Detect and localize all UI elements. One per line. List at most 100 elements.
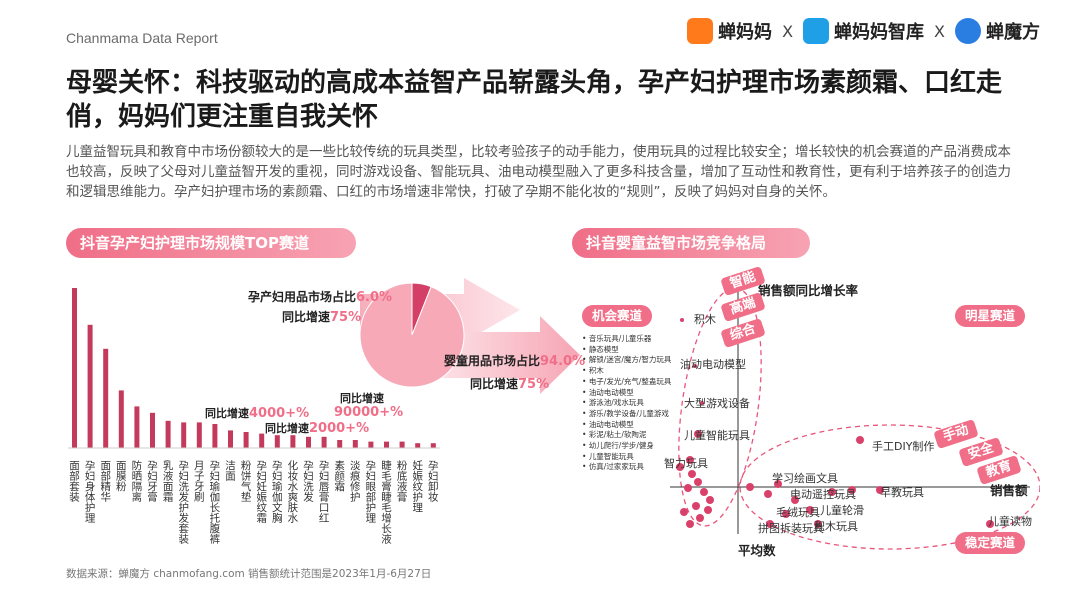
opportunity-item-8: 油动电动模型 xyxy=(582,420,671,431)
opportunity-item-1: 静态模型 xyxy=(582,345,671,356)
bar-label-20: 睫毛膏睫毛增长液 xyxy=(380,460,392,545)
bar-10 xyxy=(228,430,233,448)
scatter-point-19 xyxy=(791,496,799,504)
page-title: 母婴关怀：科技驱动的高成本益智产品崭露头角，孕产妇护理市场素颜霜、口红走俏，妈妈… xyxy=(66,68,1003,132)
bar-label-21: 粉底液膏 xyxy=(396,459,408,502)
scatter-point-18 xyxy=(774,480,782,488)
label-jimuwanju: 积木玩具 xyxy=(814,520,858,533)
bar-9 xyxy=(212,424,218,448)
footer-source: 数据来源：蝉魔方 chanmofang.com 销售额统计范围是2023年1月-… xyxy=(66,568,432,580)
maternal-share-label: 孕产妇用品市场占比 xyxy=(248,290,357,304)
baby-growth-note: 同比增速75% xyxy=(470,375,549,392)
bar-label-13: 孕妇瑜伽文胸 xyxy=(271,460,283,524)
stable-ellipse xyxy=(739,424,1040,550)
opportunity-item-10: 幼儿爬行/学步/健身 xyxy=(582,441,671,452)
label-shougong: 手工DIY制作 xyxy=(872,440,935,453)
bar-21 xyxy=(399,441,405,448)
y-axis-label: 销售额同比增长率 xyxy=(758,283,859,298)
annotation-90000-label: 同比增速 xyxy=(340,392,384,405)
mean-label: 平均数 xyxy=(738,543,776,558)
chanmofang-logo-icon xyxy=(955,18,981,44)
bar-label-12: 孕妇妊娠纹霜 xyxy=(255,460,267,524)
label-zhili: 智力玩具 xyxy=(664,457,708,470)
bar-4 xyxy=(134,406,140,448)
bar-label-3: 面膜粉 xyxy=(115,460,127,492)
scatter-point-8 xyxy=(684,484,692,492)
left-chart-title: 抖音孕产妇护理市场规模TOP赛道 xyxy=(66,228,356,258)
bar-label-8: 月子牙刷 xyxy=(193,460,205,502)
scatter-point-3 xyxy=(694,430,702,438)
bar-label-17: 素颜霜 xyxy=(333,459,345,492)
page-description: 儿童益智玩具和教育中市场份额较大的是一些比较传统的玩具类型，比较考验孩子的动手能… xyxy=(66,144,1011,200)
ann2-value: 2000+% xyxy=(309,421,370,436)
scatter-point-13 xyxy=(696,514,704,522)
bar-label-5: 孕妇牙膏 xyxy=(146,460,158,502)
opportunity-item-12: 仿真/过家家玩具 xyxy=(582,462,671,473)
opportunity-item-5: 油动电动模型 xyxy=(582,388,671,399)
bar-12 xyxy=(259,433,265,448)
scatter-points xyxy=(676,318,994,528)
pie-chart xyxy=(359,282,465,388)
bar-label-1: 孕妇身体护理 xyxy=(84,460,96,523)
zhiku-logo-icon xyxy=(803,18,830,44)
scatter-point-1 xyxy=(693,364,697,368)
scatter-point-2 xyxy=(700,401,704,405)
bar-label-19: 孕妇眼部护理 xyxy=(364,460,376,523)
logo-separator: X xyxy=(934,21,945,41)
ann1-value: 4000+% xyxy=(249,406,310,421)
opportunity-list: 音乐玩具/儿童乐器静态模型解锁/迷宫/魔方/智力玩具积木电子/发光/充气/整蛊玩… xyxy=(582,334,672,473)
scatter-point-0 xyxy=(680,318,684,322)
bar-labels-group: 面部套装 孕妇身体护理 面部精华 面膜粉 防晒隔离 孕妇牙膏 乳液面霜 孕妇洗发护发套装 月子牙… xyxy=(68,459,439,545)
bar-23 xyxy=(430,443,436,448)
maternal-growth-note: 同比增速75% xyxy=(282,308,361,325)
label-jimu: 积木 xyxy=(694,313,716,326)
bar-label-0: 面部套装 xyxy=(68,460,80,503)
quadrant-star: 明星赛道 xyxy=(955,305,1026,327)
bar-label-15: 孕妇洗发 xyxy=(302,460,314,503)
label-zaojiao: 早教玩具 xyxy=(880,486,924,499)
maternal-growth-label: 同比增速 xyxy=(282,310,331,324)
annotation-90000-value: 90000+% xyxy=(334,405,403,420)
label-dianyao: 电动遥控玩具 xyxy=(790,488,856,501)
opportunity-item-7: 游乐/教学设备/儿童游戏 xyxy=(582,409,671,420)
bar-11 xyxy=(243,432,249,448)
scatter-point-27 xyxy=(986,520,994,528)
chanmama-logo-icon xyxy=(687,18,714,44)
label-duwu: 儿童读物 xyxy=(988,515,1032,528)
label-lunhua: 儿童轮滑 xyxy=(820,504,864,517)
bar-5 xyxy=(150,412,155,448)
scatter-point-21 xyxy=(806,506,814,514)
logo-separator: X xyxy=(782,21,794,41)
bar-label-9: 孕妇瑜伽长托腹裤 xyxy=(208,460,220,545)
scatter-point-22 xyxy=(828,488,836,496)
annotation-2000: 同比增速2000+% xyxy=(265,420,369,436)
scatter-point-15 xyxy=(704,506,712,514)
label-youdong: 油动电动模型 xyxy=(680,358,746,371)
bar-18 xyxy=(352,440,358,448)
scatter-point-11 xyxy=(692,502,700,510)
bar-label-16: 孕妇唇膏口红 xyxy=(318,460,330,523)
logo-chanmama-text: 蝉妈妈 xyxy=(718,22,773,43)
label-zhineng: 儿童智能玩具 xyxy=(684,429,750,442)
scatter-point-7 xyxy=(694,478,702,486)
opportunity-item-11: 儿童智能玩具 xyxy=(582,452,671,463)
scatter-point-5 xyxy=(676,463,684,471)
bar-13 xyxy=(274,435,280,448)
bar-20 xyxy=(384,441,389,448)
bar-8 xyxy=(196,422,202,448)
partner-logos: 蝉妈妈 X 蝉妈妈智库 X 蝉魔方 xyxy=(687,18,1040,44)
label-maorong: 毛绒玩具 xyxy=(776,506,820,519)
ann3-value: 90000+% xyxy=(334,405,404,420)
bar-1 xyxy=(87,324,93,448)
scatter-point-16 xyxy=(746,483,754,491)
quadrant-stable: 稳定赛道 xyxy=(955,532,1026,554)
opportunity-item-3: 积木 xyxy=(582,366,671,377)
scatter-point-4 xyxy=(686,456,694,464)
bar-7 xyxy=(181,422,187,448)
bar-0 xyxy=(72,288,77,448)
bar-label-7: 孕妇洗发护发套装 xyxy=(177,460,189,545)
logo-chanmofang-text: 蝉魔方 xyxy=(986,22,1040,43)
bar-label-4: 防晒隔离 xyxy=(130,459,142,503)
bar-chart: 面部套装 孕妇身体护理 面部精华 面膜粉 防晒隔离 孕妇牙膏 乳液面霜 孕妇洗发护发套装 月子牙… xyxy=(68,278,580,545)
baby-share-value: 94.0% xyxy=(540,354,586,369)
